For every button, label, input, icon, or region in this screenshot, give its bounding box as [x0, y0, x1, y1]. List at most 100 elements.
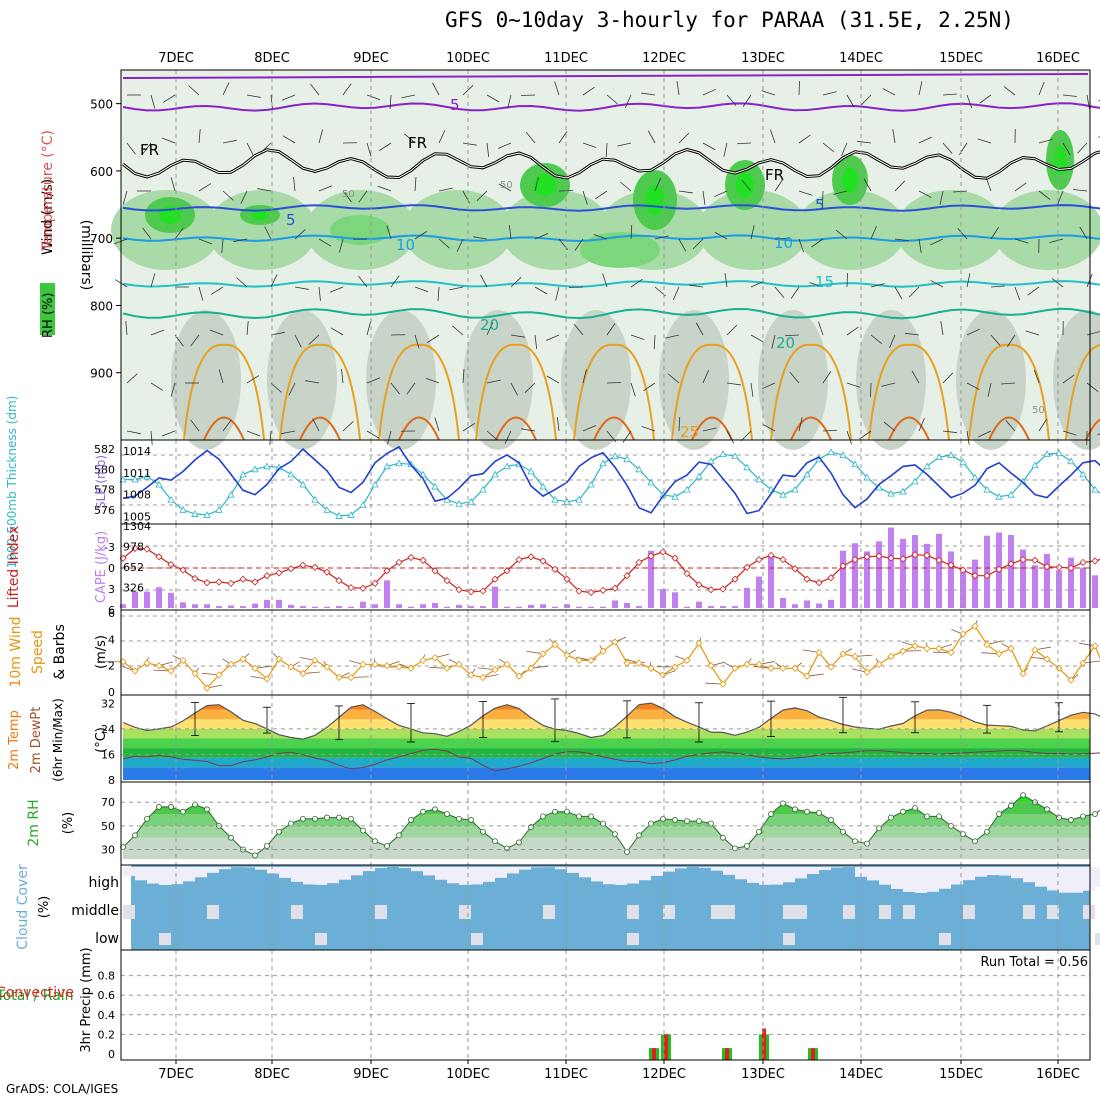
cape-bar: [192, 604, 198, 608]
lifted-index-marker: [299, 561, 307, 569]
lifted-index-marker: [527, 553, 535, 561]
y-tick-label: 8: [108, 774, 115, 787]
y-tick-label: 2: [108, 660, 115, 673]
thickness-marker: [179, 506, 187, 513]
rh2m-marker: [960, 831, 966, 838]
lifted-index-marker: [155, 553, 163, 561]
wind-barb: [281, 94, 296, 101]
rh2m-marker: [720, 834, 726, 841]
wind-barb: [726, 430, 735, 444]
cloud-high-fill: [579, 867, 591, 878]
wind-barb: [918, 238, 922, 253]
thickness-marker: [935, 453, 943, 461]
wind-barb: [222, 82, 230, 96]
wind-barb: [1062, 94, 1077, 97]
cape-bar: [492, 586, 498, 608]
wind10m-speed-marker: [503, 660, 511, 668]
wind-barb: [606, 94, 618, 105]
wind-barb: [846, 94, 855, 108]
cloud-high-fill: [267, 867, 279, 874]
y-tick-label: 900: [90, 367, 113, 381]
wind-barb: [750, 334, 764, 343]
wind-barb: [486, 94, 500, 103]
cape-bar: [768, 556, 774, 608]
wind-barb: [190, 419, 200, 432]
wind10m-speed-marker: [599, 647, 607, 655]
y-tick-label: 0: [108, 1048, 115, 1061]
temp-band: [123, 703, 1090, 710]
wind-barb: [473, 236, 488, 240]
cape-bar: [1092, 575, 1098, 608]
wind-barb: [174, 227, 184, 240]
precip-convective-bar: [725, 1048, 729, 1060]
date-label-top: 8DEC: [254, 51, 290, 66]
lifted-index-marker: [239, 575, 247, 583]
rh2m-marker: [1044, 806, 1050, 813]
wind-barb: [318, 129, 324, 144]
wind-barb: [908, 286, 920, 298]
wind-barb: [620, 181, 632, 192]
wind10m-speed-marker: [143, 659, 151, 667]
date-label-top: 11DEC: [544, 51, 588, 66]
wind-barb: [161, 137, 176, 144]
date-label-bottom: 14DEC: [839, 1067, 883, 1080]
lifted-index-marker: [275, 569, 283, 577]
cloud-high-fill: [651, 867, 663, 876]
cloud-middle-fill: [291, 905, 303, 919]
wind-barb: [170, 382, 176, 397]
wind-barb: [390, 275, 400, 288]
wind10m-speed-marker: [887, 652, 895, 661]
cloud-high-fill: [339, 867, 351, 880]
wind-barb: [918, 136, 932, 144]
isotherm-25-arch: [279, 343, 361, 441]
wind-barb: [534, 177, 539, 192]
wind10m-speed-marker: [251, 664, 259, 672]
wind-barb: [774, 286, 785, 298]
wind10m-speed-marker: [719, 680, 727, 688]
cape-bar: [1020, 549, 1026, 608]
lifted-index-marker: [647, 552, 655, 560]
wind-barb: [379, 142, 392, 151]
cape-bar: [984, 535, 990, 608]
cloud-high-fill: [591, 867, 603, 882]
wind10m-speed-marker: [407, 664, 415, 672]
y-tick-label: 0.2: [98, 1028, 116, 1041]
y-tick-label: 0.6: [98, 989, 116, 1002]
wind-barb: [521, 428, 536, 432]
thickness-marker: [959, 458, 967, 466]
wind-barb: [386, 430, 392, 445]
rh-band: [123, 825, 1090, 838]
lifted-index-marker: [575, 587, 583, 595]
wind-barb: [957, 228, 968, 240]
wind-barb: [761, 90, 776, 96]
cape-bar: [1080, 568, 1086, 608]
lifted-index-marker: [335, 577, 343, 585]
cloud-high-fill: [219, 867, 231, 870]
rh2m-marker: [528, 824, 534, 830]
isotherm-25-arch: [1065, 344, 1100, 441]
cloud-high-fill: [603, 867, 615, 885]
cape-bar: [468, 606, 474, 608]
date-label-bottom: 8DEC: [254, 1067, 290, 1080]
wind-barb: [987, 382, 992, 397]
wind-barb: [401, 94, 416, 99]
wind10m-speed-marker: [635, 659, 643, 667]
cloud-middle-fill: [375, 905, 387, 919]
lifted-index-marker: [359, 584, 367, 592]
cape-bar: [396, 604, 402, 608]
wind-barb: [556, 417, 560, 432]
rh-blob-100: [736, 172, 754, 198]
wind-barb: [889, 334, 896, 349]
wind-barb: [162, 94, 176, 103]
rh-contour-label: 50: [500, 180, 513, 191]
wind10m-speed-marker: [491, 666, 499, 674]
cloud-middle-fill: [843, 905, 855, 919]
lifted-index-marker: [383, 567, 391, 575]
thickness-marker: [1007, 490, 1015, 498]
wind-barb: [414, 334, 420, 349]
rh2m-marker: [936, 813, 942, 820]
lifted-index-marker: [167, 560, 175, 569]
lifted-index-marker: [803, 575, 811, 583]
rh2m-marker: [660, 815, 666, 822]
wind10m-barbs-label: & Barbs: [52, 624, 68, 680]
